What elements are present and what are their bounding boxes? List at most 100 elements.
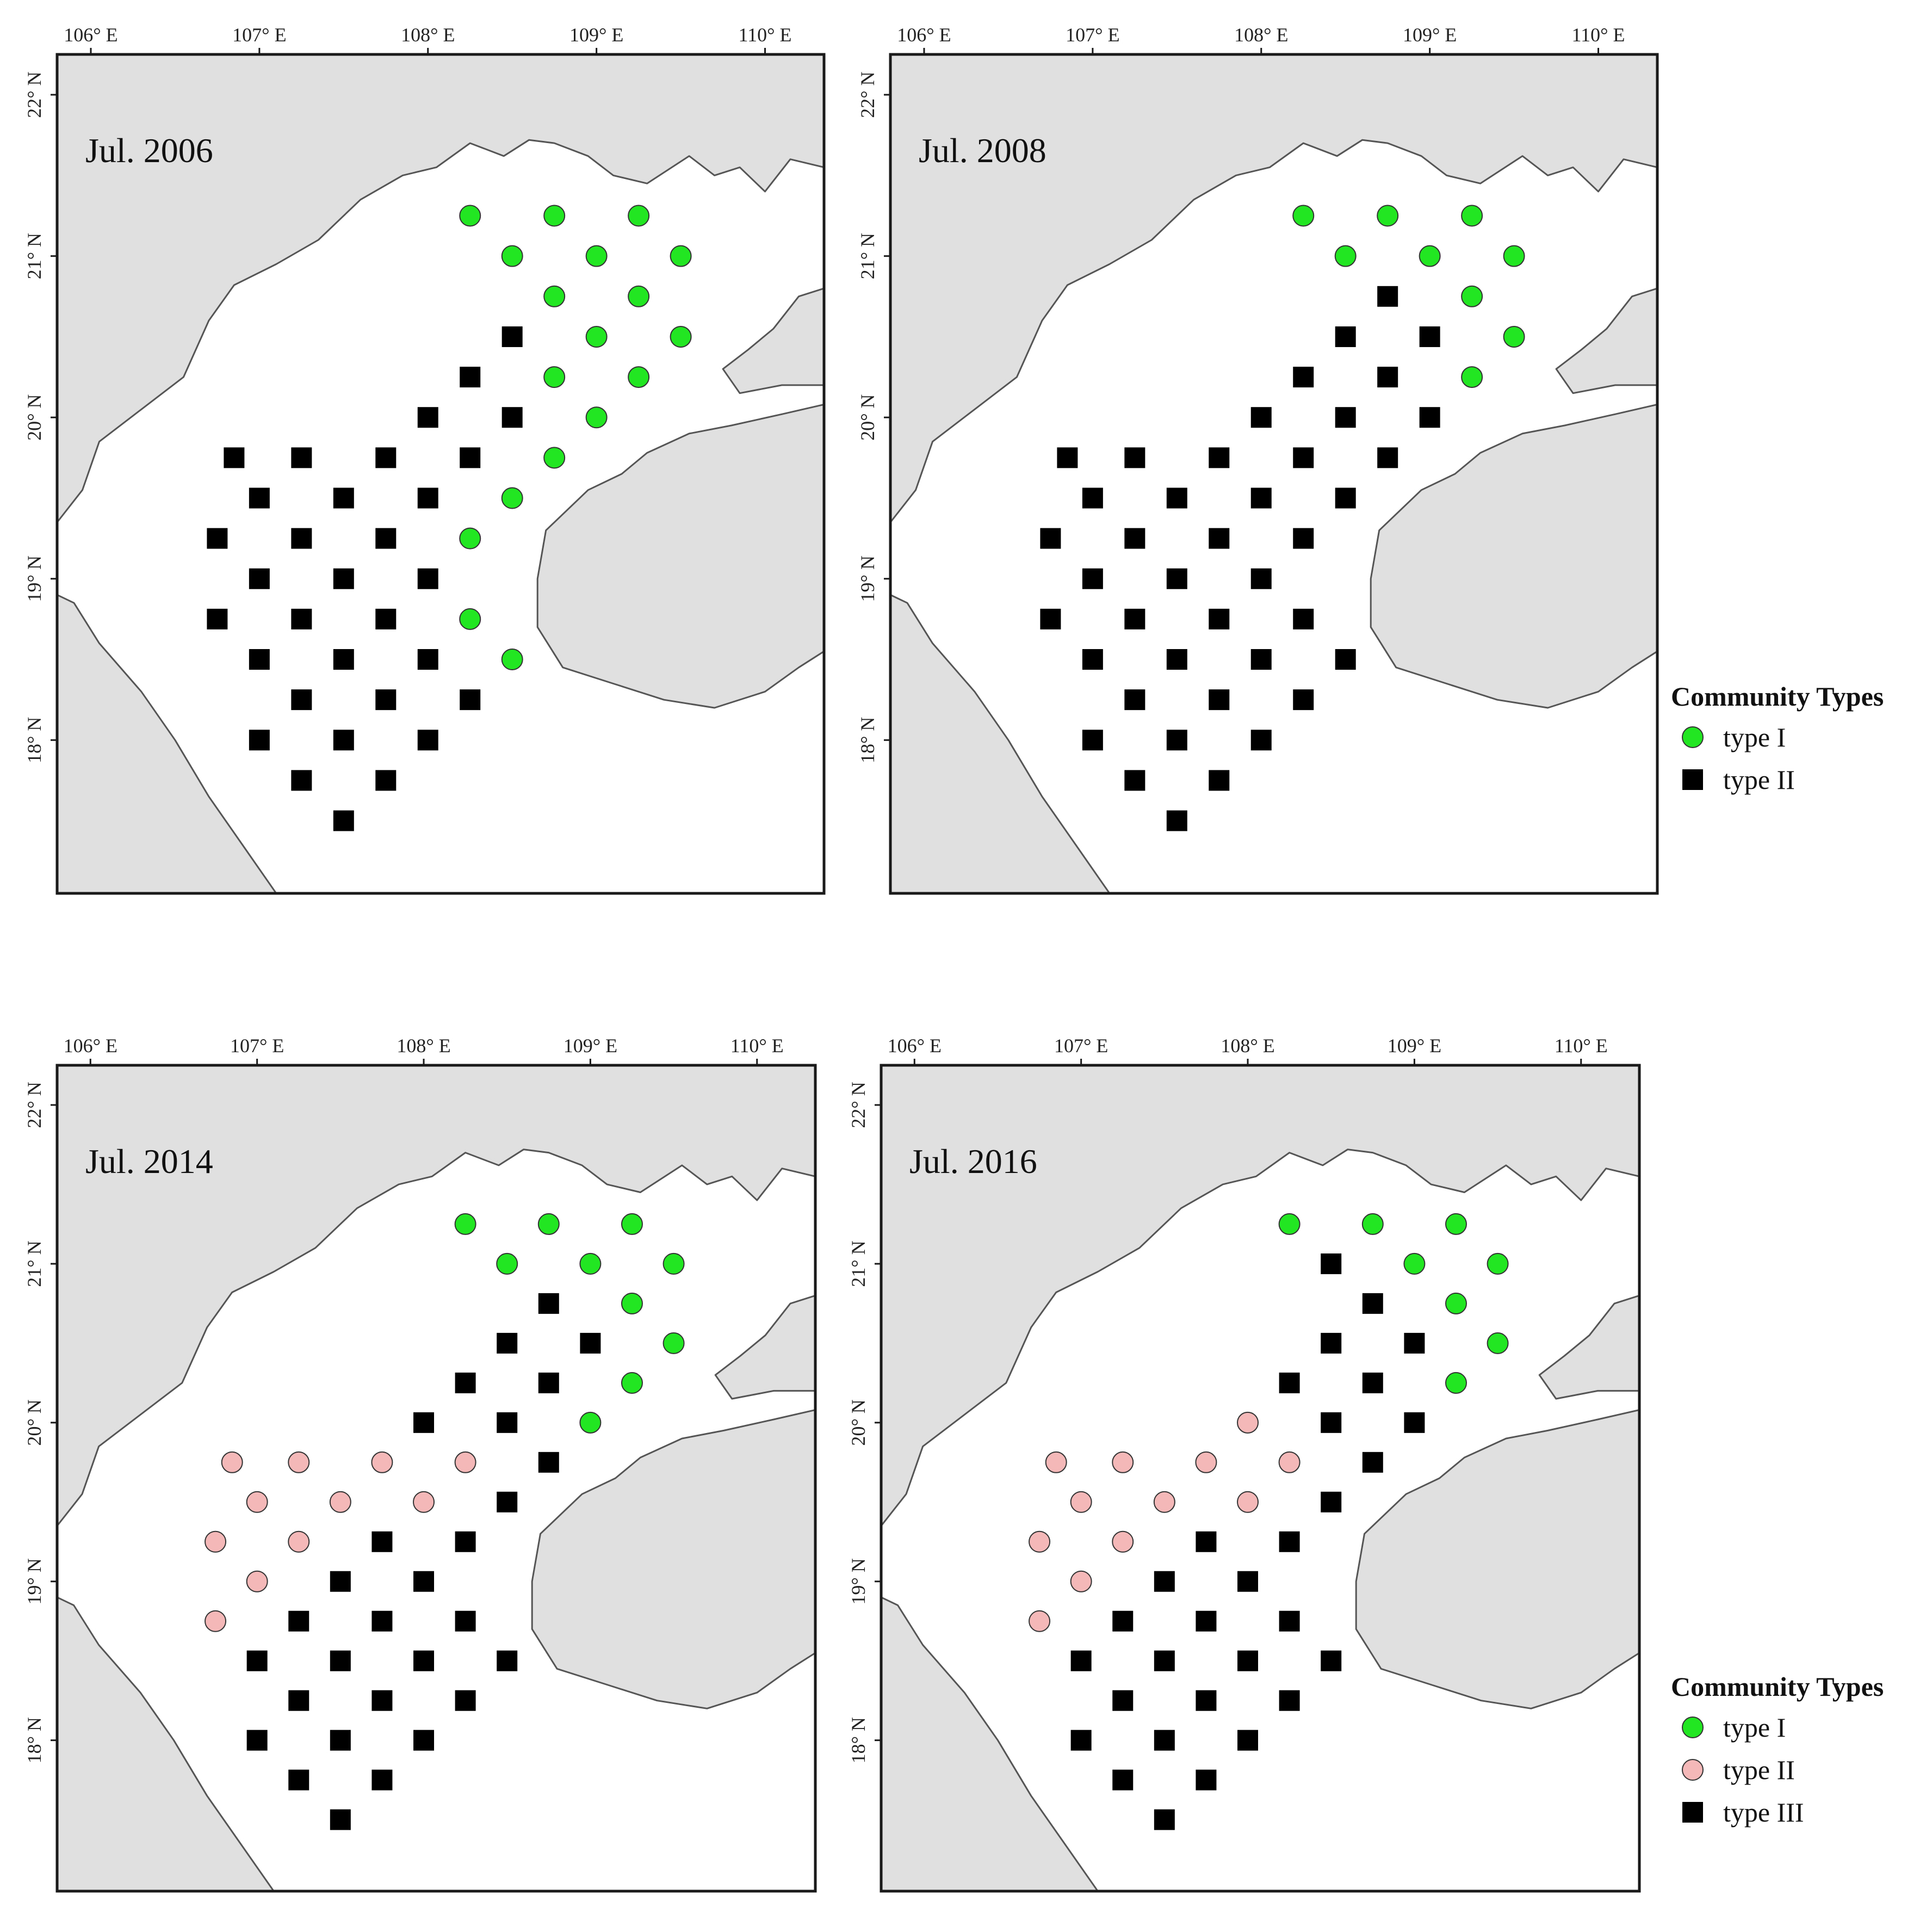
- station-type-I: [1419, 245, 1441, 267]
- station-type-I: [662, 1332, 685, 1354]
- station-type-I: [543, 285, 566, 307]
- station-type-III: [1112, 1610, 1134, 1632]
- station-type-I: [628, 366, 650, 388]
- station-type-II: [413, 1491, 435, 1513]
- lat-tick-label: 20° N: [857, 394, 878, 441]
- station-type-III: [1362, 1372, 1383, 1393]
- station-type-III: [497, 1332, 518, 1354]
- lat-tick-label: 21° N: [857, 233, 878, 279]
- station-type-II: [1166, 568, 1187, 589]
- station-type-III: [330, 1809, 351, 1830]
- station-type-II: [207, 608, 228, 629]
- station-type-II: [1124, 528, 1145, 549]
- station-type-II: [1124, 770, 1145, 791]
- station-type-III: [1279, 1690, 1300, 1711]
- station-type-III: [413, 1730, 435, 1751]
- land-polygon: [57, 54, 824, 523]
- lon-tick-label: 110° E: [730, 1035, 784, 1057]
- station-type-III: [1070, 1650, 1092, 1671]
- station-type-II: [221, 1451, 243, 1473]
- map-panel: 106° E 107° E 108° E 109° E 110° E 22° N 21° N…: [857, 24, 1659, 895]
- station-type-III: [580, 1332, 601, 1354]
- station-type-III: [288, 1690, 309, 1711]
- station-type-II: [1166, 810, 1187, 831]
- station-type-II: [1082, 487, 1103, 509]
- legend-marker: [1682, 1802, 1703, 1823]
- station-type-II: [1250, 487, 1272, 509]
- land-polygon: [57, 594, 277, 893]
- land-polygon: [1538, 1294, 1639, 1400]
- station-type-III: [497, 1412, 518, 1433]
- lat-tick-label: 21° N: [23, 233, 45, 279]
- legend: Community Types type I type II type III: [1671, 1671, 1884, 1827]
- lat-tick-label: 20° N: [847, 1399, 869, 1446]
- station-type-I: [1503, 325, 1525, 348]
- land-polygon: [57, 1065, 815, 1527]
- station-type-I: [459, 608, 481, 630]
- land-layer: [57, 54, 824, 893]
- station-type-III: [246, 1730, 268, 1751]
- station-type-III: [538, 1452, 559, 1473]
- station-type-II: [454, 1451, 476, 1473]
- station-type-III: [1404, 1412, 1425, 1433]
- lat-tick-label: 22° N: [847, 1082, 869, 1128]
- station-type-II: [291, 608, 312, 629]
- station-type-I: [1487, 1252, 1509, 1275]
- station-type-II: [1045, 1451, 1067, 1473]
- station-type-II: [291, 770, 312, 791]
- station-type-III: [497, 1650, 518, 1671]
- panel-title: Jul. 2006: [85, 131, 213, 170]
- station-type-III: [1362, 1452, 1383, 1473]
- lon-tick-label: 106° E: [64, 24, 117, 46]
- station-type-II: [501, 407, 523, 428]
- station-type-III: [455, 1690, 476, 1711]
- lon-tick-label: 108° E: [1234, 24, 1288, 46]
- station-type-III: [1237, 1730, 1259, 1751]
- station-type-III: [1321, 1253, 1342, 1274]
- station-type-II: [246, 1491, 268, 1513]
- map-frame: [55, 53, 826, 895]
- lon-tick-label: 106° E: [897, 24, 951, 46]
- station-type-II: [329, 1491, 351, 1513]
- station-type-I: [459, 205, 481, 227]
- station-type-II: [417, 407, 438, 428]
- station-type-II: [1335, 326, 1356, 347]
- station-type-II: [375, 770, 397, 791]
- station-type-III: [1196, 1531, 1217, 1552]
- legend-label: type II: [1723, 1755, 1795, 1785]
- map-frame: [880, 1064, 1641, 1893]
- station-type-II: [249, 568, 270, 589]
- station-type-II: [205, 1530, 227, 1553]
- map-panel: 106° E 107° E 108° E 109° E 110° E 22° N 21° N…: [23, 24, 826, 895]
- station-type-III: [1154, 1730, 1175, 1751]
- lon-tick-label: 108° E: [397, 1035, 450, 1057]
- station-type-II: [205, 1610, 227, 1632]
- station-type-II: [291, 528, 312, 549]
- station-type-II: [1250, 407, 1272, 428]
- station-type-II: [417, 568, 438, 589]
- station-type-III: [1404, 1332, 1425, 1354]
- station-type-III: [371, 1531, 393, 1552]
- station-type-I: [1292, 205, 1315, 227]
- lon-tick-label: 107° E: [230, 1035, 284, 1057]
- legend-label: type III: [1723, 1797, 1804, 1827]
- lat-tick-label: 20° N: [23, 394, 45, 441]
- map-frame: [55, 1064, 817, 1893]
- station-type-II: [1250, 649, 1272, 670]
- lon-tick-label: 108° E: [1221, 1035, 1274, 1057]
- lat-tick-label: 18° N: [857, 717, 878, 763]
- station-type-II: [1209, 608, 1230, 629]
- station-type-II: [1057, 447, 1078, 468]
- station-type-II: [1124, 608, 1145, 629]
- legend-label: type I: [1723, 722, 1786, 752]
- station-type-III: [1154, 1809, 1175, 1830]
- station-type-II: [501, 326, 523, 347]
- station-type-II: [371, 1451, 393, 1473]
- station-type-III: [330, 1650, 351, 1671]
- station-type-II: [1153, 1491, 1175, 1513]
- lat-tick-label: 18° N: [847, 1717, 869, 1763]
- station-type-I: [459, 527, 481, 549]
- station-type-II: [1237, 1491, 1259, 1513]
- station-type-III: [497, 1491, 518, 1512]
